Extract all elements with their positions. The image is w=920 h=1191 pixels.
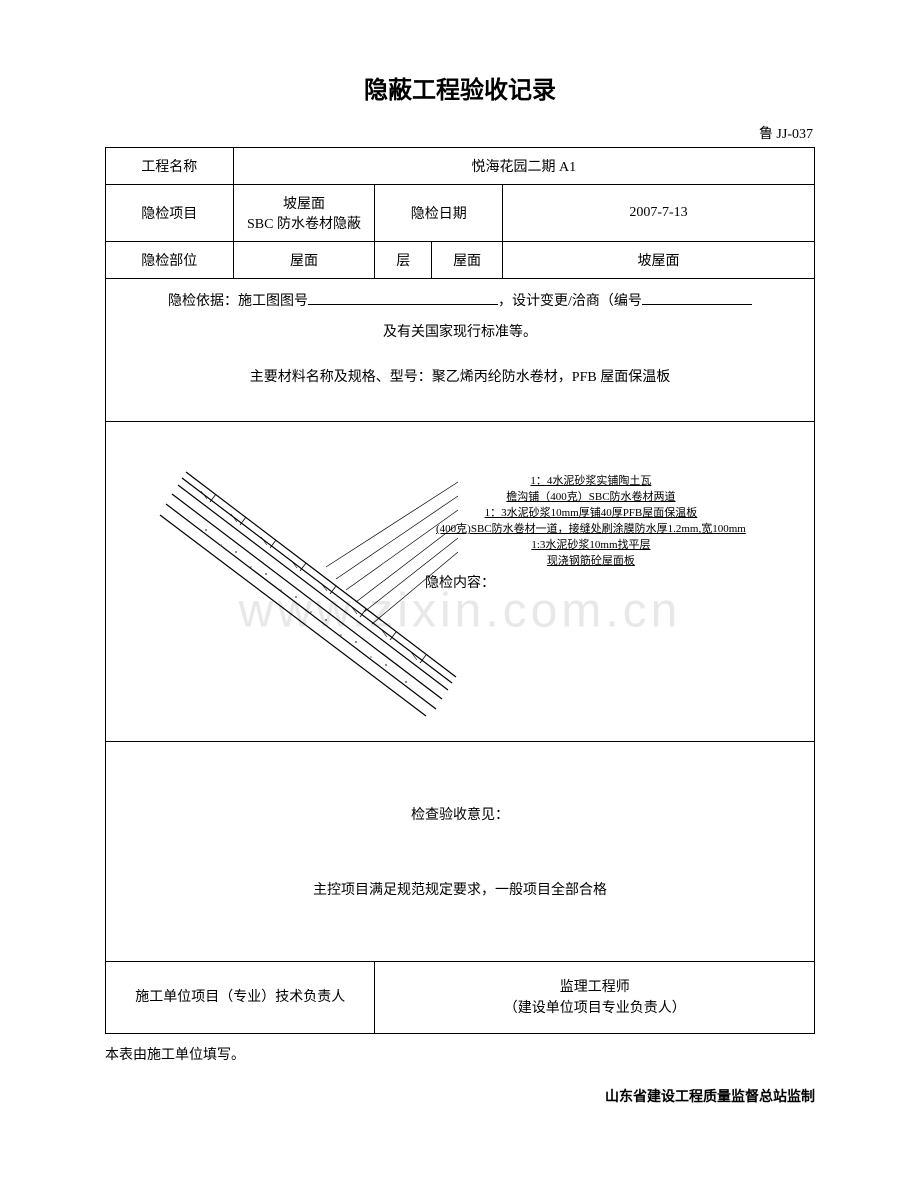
label-project-name: 工程名称 [106, 148, 234, 185]
sig-construction: 施工单位项目（专业）技术负责人 [106, 962, 375, 1034]
row-content: 隐检内容： www.zixin.com.cn [106, 422, 815, 742]
value-part2: 层 [375, 242, 432, 279]
basis-mid: ，设计变更/洽商（编号 [498, 294, 642, 309]
row-inspection-part: 隐检部位 屋面 层 屋面 坡屋面 [106, 242, 815, 279]
opinion-label: 检查验收意见： [411, 808, 509, 823]
row-project-name: 工程名称 悦海花园二期 A1 [106, 148, 815, 185]
value-date: 2007-7-13 [503, 185, 815, 242]
page-title: 隐蔽工程验收记录 [105, 70, 815, 105]
roof-section-diagram [126, 452, 486, 722]
blank-change-no [642, 291, 752, 305]
basis-prefix: 隐检依据：施工图图号 [168, 294, 308, 309]
basis-line2: 及有关国家现行标准等。 [112, 318, 808, 349]
blank-drawing-no [308, 291, 498, 305]
value-item: 坡屋面 SBC 防水卷材隐蔽 [233, 185, 375, 242]
footer-publisher: 山东省建设工程质量监督总站监制 [105, 1086, 815, 1106]
opinion-text: 主控项目满足规范规定要求，一般项目全部合格 [112, 879, 808, 899]
record-table: 工程名称 悦海花园二期 A1 隐检项目 坡屋面 SBC 防水卷材隐蔽 隐检日期 … [105, 147, 815, 1034]
document-code: 鲁 JJ-037 [105, 123, 815, 143]
value-part3: 屋面 [432, 242, 503, 279]
value-project-name: 悦海花园二期 A1 [233, 148, 814, 185]
row-opinion: 检查验收意见： 主控项目满足规范规定要求，一般项目全部合格 [106, 742, 815, 962]
diagram-container: www.zixin.com.cn [106, 452, 814, 741]
value-part1: 屋面 [233, 242, 375, 279]
basis-line1: 隐检依据：施工图图号 ，设计变更/洽商（编号 [112, 287, 808, 318]
sig-supervisor: 监理工程师 （建设单位项目专业负责人） [375, 962, 815, 1034]
label-part: 隐检部位 [106, 242, 234, 279]
label-item: 隐检项目 [106, 185, 234, 242]
label-date: 隐检日期 [375, 185, 503, 242]
material-line: 主要材料名称及规格、型号：聚乙烯丙纶防水卷材，PFB 屋面保温板 [112, 363, 808, 394]
value-part4: 坡屋面 [503, 242, 815, 279]
row-inspection-item: 隐检项目 坡屋面 SBC 防水卷材隐蔽 隐检日期 2007-7-13 [106, 185, 815, 242]
row-signatures: 施工单位项目（专业）技术负责人 监理工程师 （建设单位项目专业负责人） [106, 962, 815, 1034]
footer-note: 本表由施工单位填写。 [105, 1044, 815, 1064]
row-basis: 隐检依据：施工图图号 ，设计变更/洽商（编号 及有关国家现行标准等。 主要材料名称… [106, 279, 815, 422]
